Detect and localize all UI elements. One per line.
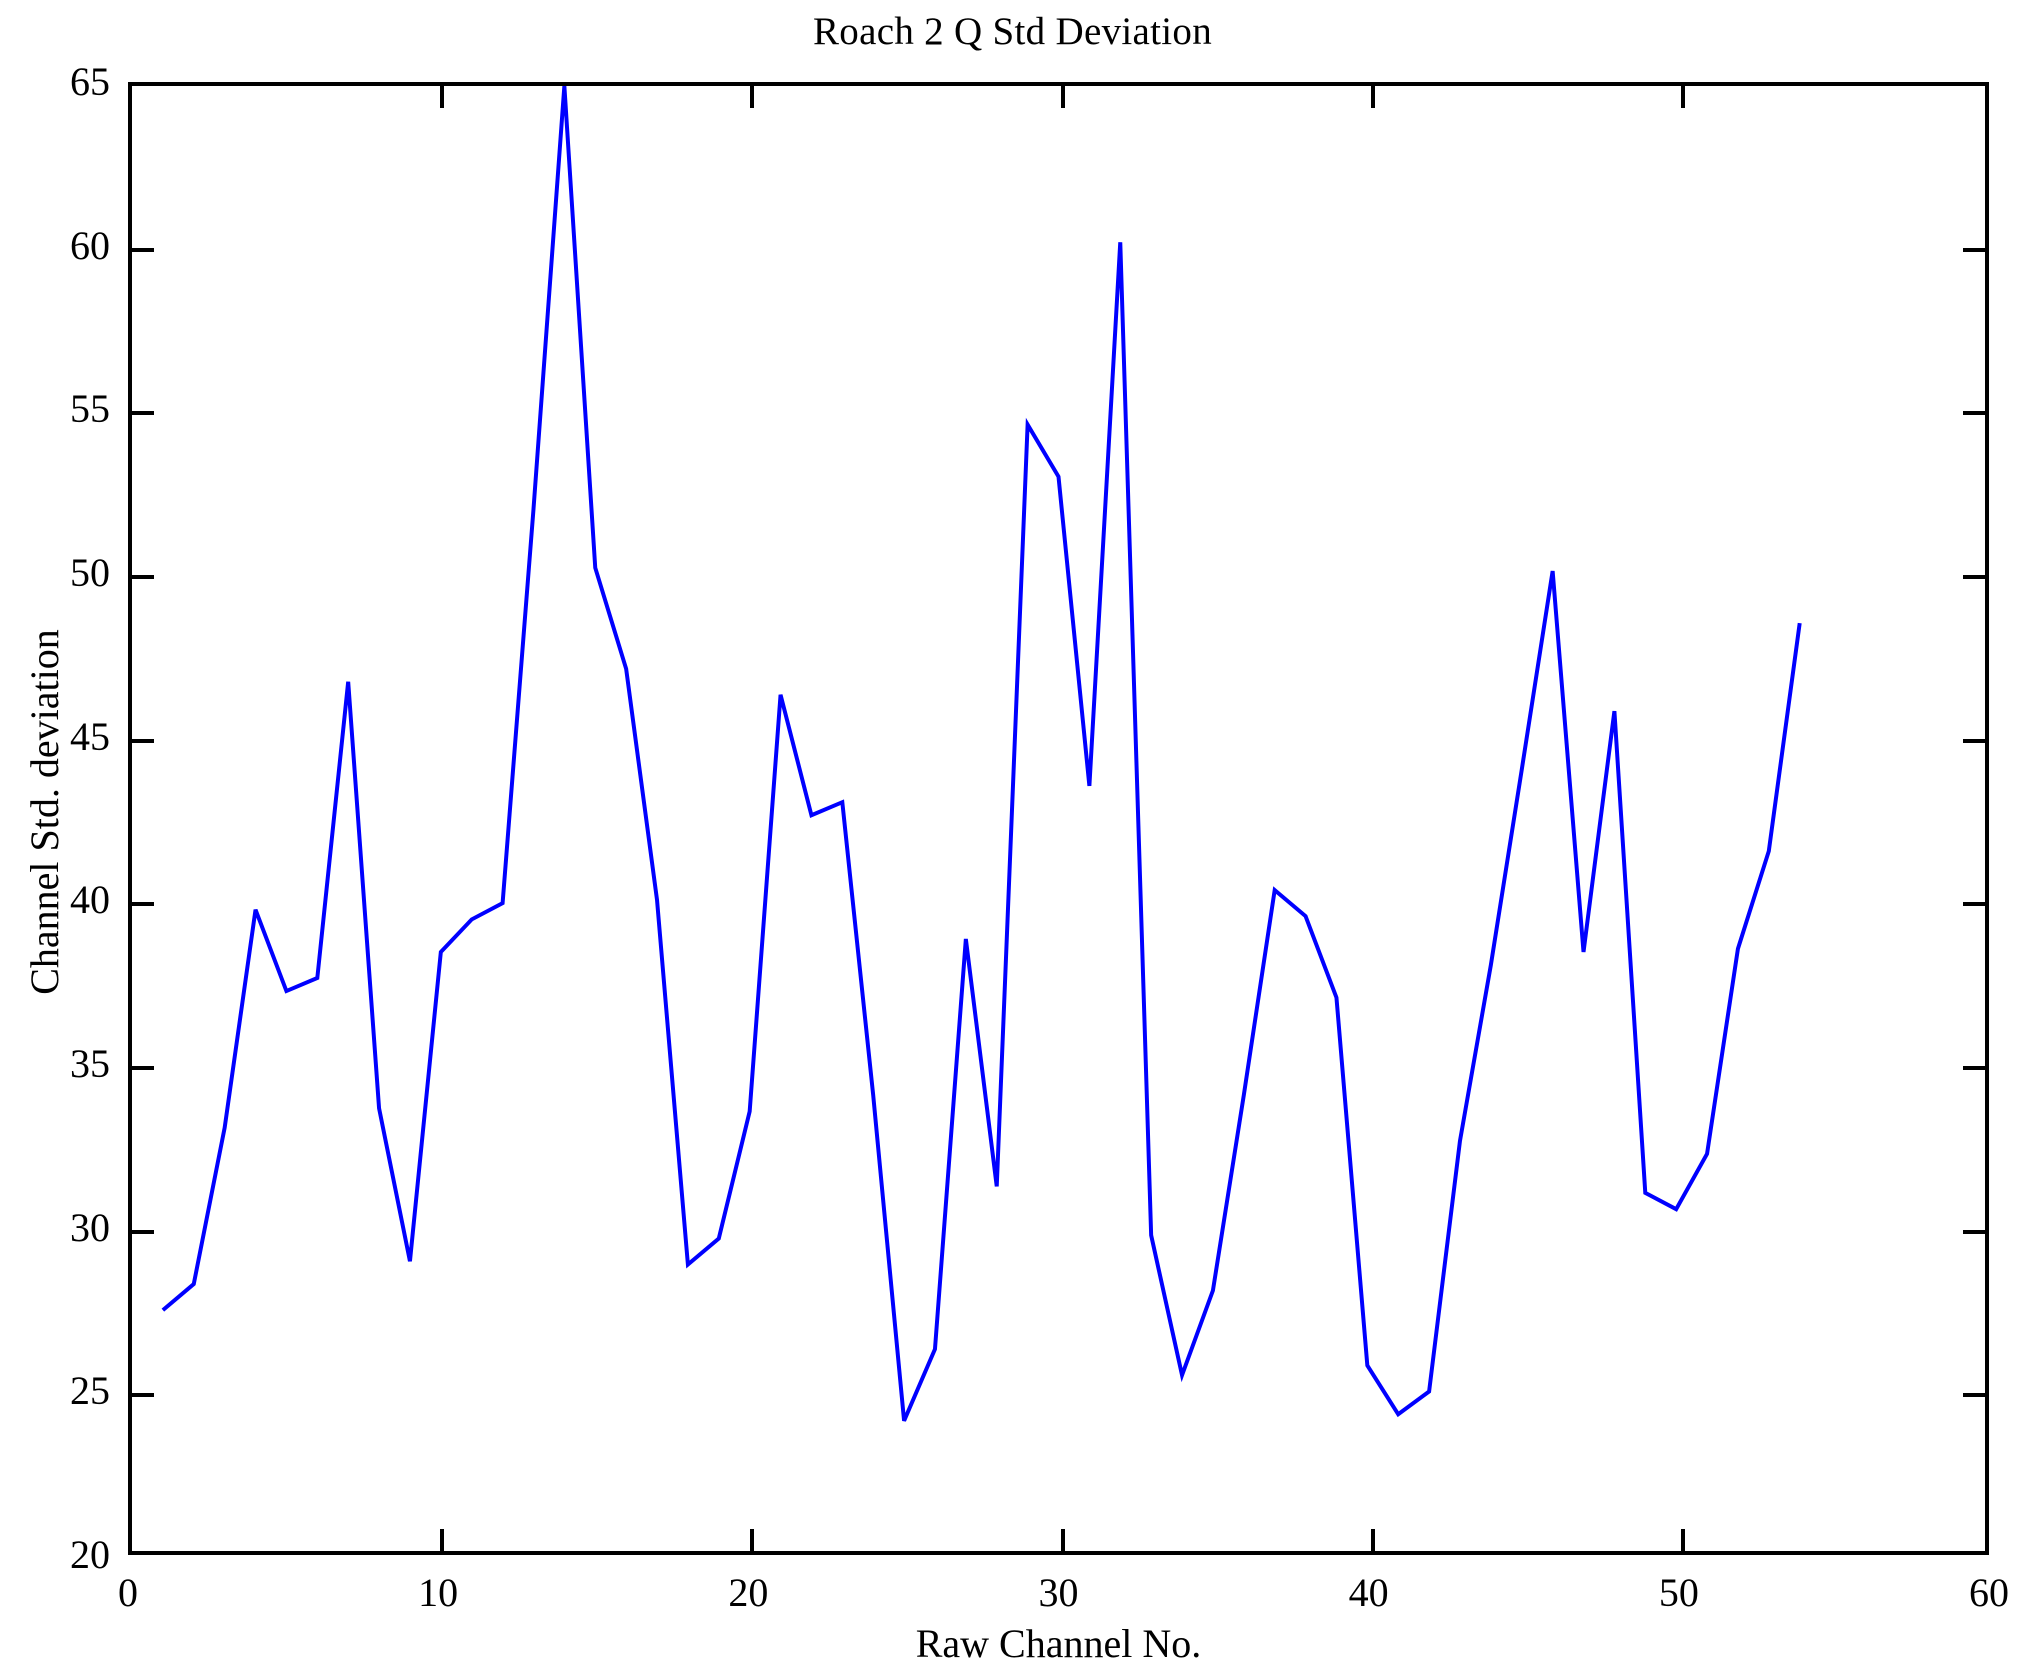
y-axis-tick-mark-right (1963, 1229, 1985, 1234)
y-axis-tick-mark-right (1963, 247, 1985, 252)
y-axis-tick-mark (132, 1066, 154, 1070)
y-axis-tick-label: 30 (70, 1204, 110, 1250)
y-axis-tick-mark-right (1963, 575, 1985, 579)
y-axis-tick-mark-right (1963, 1393, 1985, 1398)
x-axis-tick-label: 40 (1348, 1570, 1389, 1615)
x-axis-label: Raw Channel No. (915, 1621, 1202, 1666)
y-axis-tick-mark-right (1963, 902, 1985, 907)
x-axis-tick-mark-top (1060, 86, 1065, 108)
y-axis-tick-label: 40 (70, 877, 110, 923)
y-axis-tick-mark (132, 247, 154, 252)
x-axis-tick-mark (1060, 1529, 1065, 1551)
y-axis-tick-label: 55 (70, 386, 110, 432)
x-axis-tick-mark-top (440, 86, 445, 108)
x-axis-tick-mark-top (1680, 86, 1685, 108)
y-axis-tick-mark (132, 1393, 154, 1398)
x-axis-tick-mark (440, 1529, 445, 1551)
y-axis-tick-mark (132, 738, 154, 743)
x-axis-tick-label: 10 (418, 1570, 459, 1615)
y-axis-tick-label: 35 (70, 1041, 110, 1086)
y-axis-tick-mark-right (1963, 738, 1985, 743)
x-axis-tick-label: 60 (1969, 1570, 2009, 1615)
x-axis-tick-mark (1370, 1529, 1375, 1551)
y-axis-tick-label: 20 (70, 1532, 110, 1577)
y-axis-tick-mark-right (1963, 1066, 1985, 1070)
x-axis-tick-label: 20 (728, 1570, 769, 1615)
x-axis-tick-mark-top (1370, 86, 1375, 108)
x-axis-tick-mark-top (750, 86, 755, 108)
x-axis-tick-label: 50 (1658, 1570, 1699, 1615)
x-axis-tick-label: 30 (1038, 1570, 1079, 1615)
y-axis-tick-label: 65 (70, 59, 110, 104)
y-axis-tick-mark (132, 1229, 154, 1234)
x-axis-tick-mark (750, 1529, 755, 1551)
x-axis-tick-mark (1680, 1529, 1685, 1551)
plot-area (128, 82, 1989, 1555)
y-axis-label: Channel Std. deviation (22, 629, 67, 995)
y-axis-tick-mark (132, 575, 154, 579)
y-axis-tick-mark (132, 902, 154, 907)
y-axis-tick-mark (132, 411, 154, 416)
y-axis-tick-mark-right (1963, 411, 1985, 416)
y-axis-tick-label: 60 (70, 222, 110, 268)
x-axis-tick-label: 0 (118, 1570, 138, 1615)
data-series-line (161, 86, 1802, 1422)
y-axis-tick-label: 25 (70, 1368, 110, 1414)
y-axis-tick-label: 45 (70, 713, 110, 759)
y-axis-tick-label: 50 (70, 550, 110, 595)
page-title: Roach 2 Q Std Deviation (812, 10, 1212, 53)
